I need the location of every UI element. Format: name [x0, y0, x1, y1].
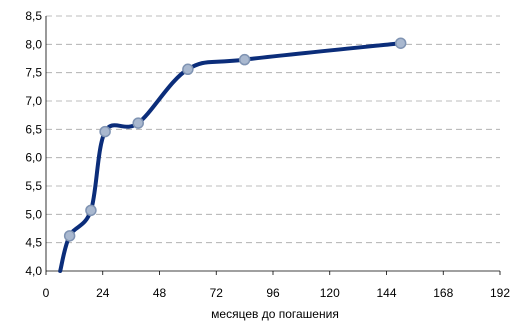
series [58, 37, 407, 273]
grid [46, 15, 500, 244]
data-point-3 [132, 117, 144, 129]
y-tick-label: 5,0 [25, 207, 42, 221]
x-tick-label: 24 [96, 286, 110, 300]
x-tick-label: 168 [433, 286, 453, 300]
y-tick-label: 6,5 [25, 122, 42, 136]
data-point-2 [99, 125, 111, 138]
x-tick-label: 96 [266, 286, 280, 300]
y-tick-label: 8,0 [25, 37, 42, 51]
data-point-4 [182, 63, 194, 76]
y-tick-label: 5,5 [25, 179, 42, 193]
axes [45, 16, 500, 272]
y-axis-ticks: 4,0 4,5 5,0 5,5 6,0 6,5 7,0 7,5 8,0 8,5 [25, 9, 42, 278]
x-tick-label: 144 [376, 286, 396, 300]
data-point-5 [238, 53, 251, 66]
series-line-0 [58, 41, 403, 273]
y-tick-label: 7,0 [25, 94, 42, 108]
x-axis-label: месяцев до погашения [211, 307, 339, 321]
y-tick-label: 8,5 [25, 9, 42, 23]
x-tick-label: 192 [490, 286, 510, 300]
data-point-6 [394, 37, 407, 49]
y-tick-label: 7,5 [25, 66, 42, 80]
x-tick-label: 0 [43, 286, 50, 300]
x-tick-label: 120 [320, 286, 340, 300]
x-tick-label: 48 [153, 286, 167, 300]
x-axis-ticks: 0 24 48 72 96 120 144 168 192 [43, 271, 510, 300]
y-tick-label: 6,0 [25, 151, 42, 165]
data-point-1 [85, 204, 97, 217]
x-tick-label: 72 [210, 286, 224, 300]
data-point-0 [63, 230, 76, 242]
y-tick-label: 4,0 [25, 264, 42, 278]
y-tick-label: 4,5 [25, 236, 42, 250]
